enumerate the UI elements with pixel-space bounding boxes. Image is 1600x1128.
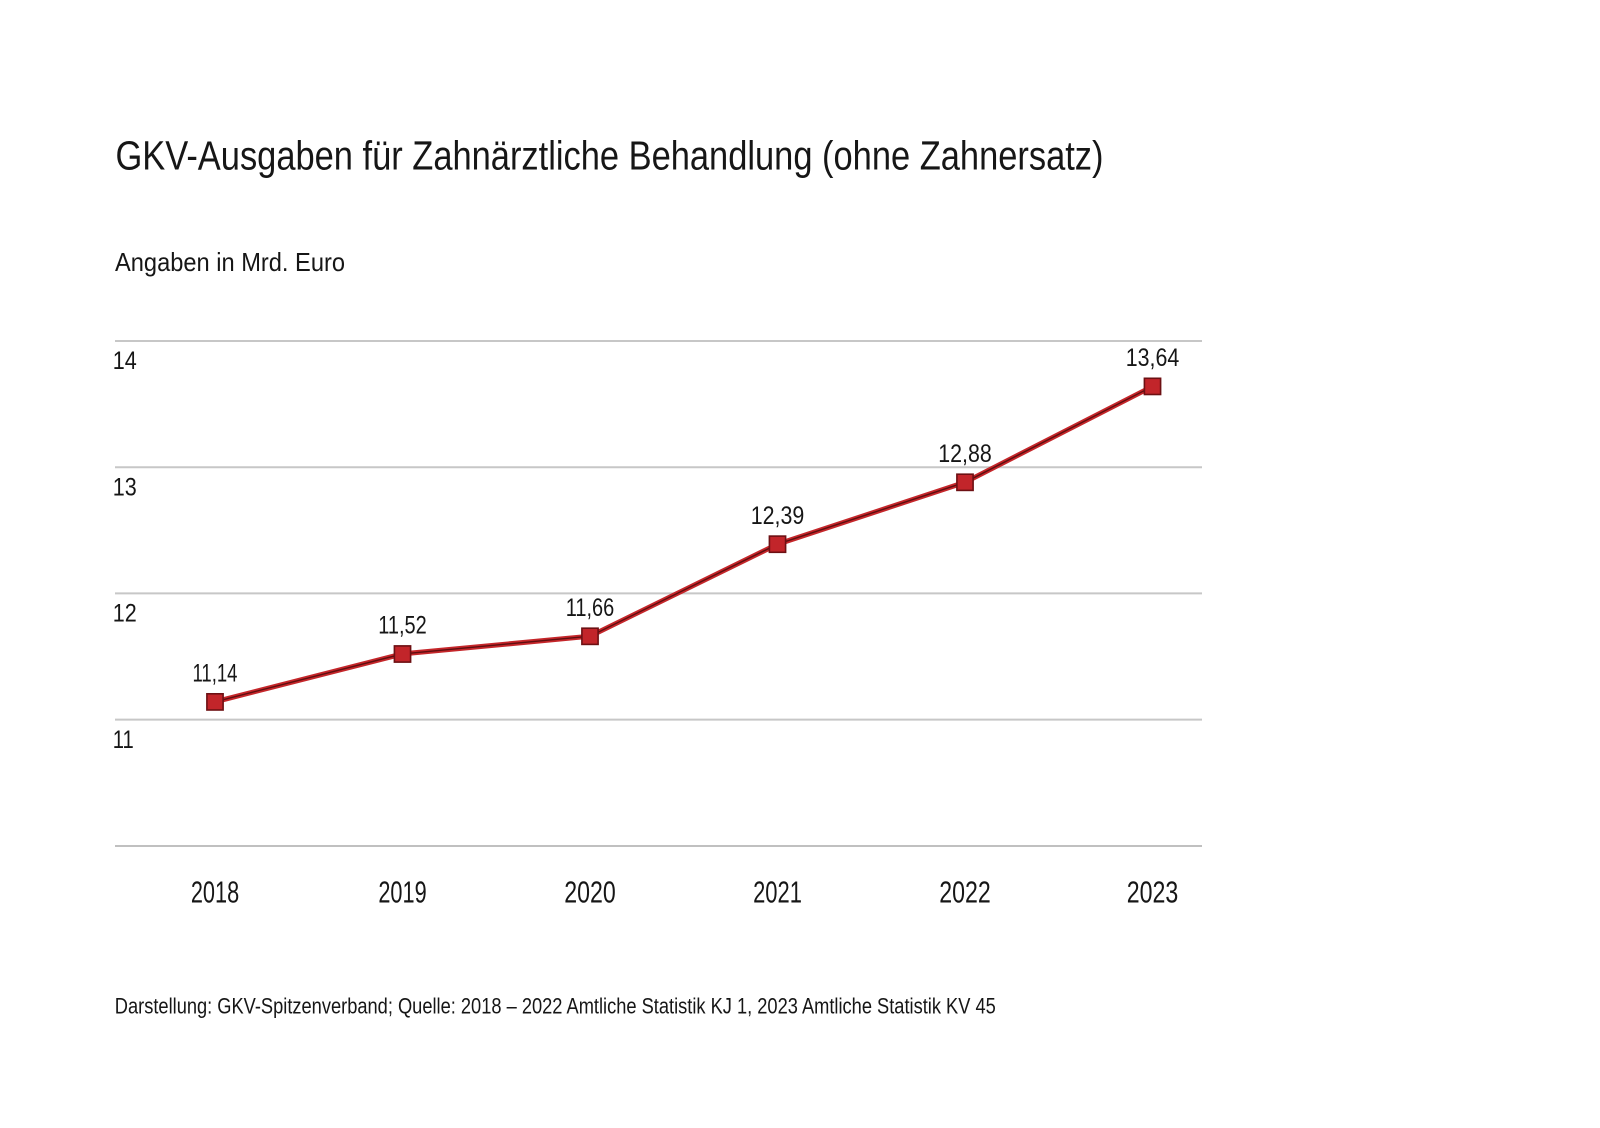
svg-text:2021: 2021 (753, 875, 802, 910)
svg-text:12,88: 12,88 (938, 440, 992, 468)
svg-text:2022: 2022 (939, 875, 991, 910)
svg-text:Darstellung: GKV-Spitzenverban: Darstellung: GKV-Spitzenverband; Quelle:… (115, 994, 996, 1019)
svg-text:2019: 2019 (378, 875, 426, 910)
svg-text:11,52: 11,52 (378, 612, 427, 640)
svg-text:GKV-Ausgaben für Zahnärztliche: GKV-Ausgaben für Zahnärztliche Behandlun… (116, 133, 1104, 179)
svg-text:Angaben in Mrd. Euro: Angaben in Mrd. Euro (115, 247, 345, 277)
svg-text:12,39: 12,39 (751, 502, 805, 530)
svg-text:11,14: 11,14 (193, 660, 238, 688)
svg-text:14: 14 (113, 347, 137, 375)
svg-text:2020: 2020 (564, 875, 616, 910)
svg-text:2018: 2018 (191, 875, 239, 910)
svg-text:12: 12 (113, 600, 137, 628)
svg-text:13,64: 13,64 (1126, 344, 1180, 372)
svg-text:13: 13 (113, 473, 137, 501)
svg-text:11,66: 11,66 (566, 594, 615, 622)
svg-text:2023: 2023 (1127, 875, 1179, 910)
svg-text:11: 11 (113, 726, 134, 754)
